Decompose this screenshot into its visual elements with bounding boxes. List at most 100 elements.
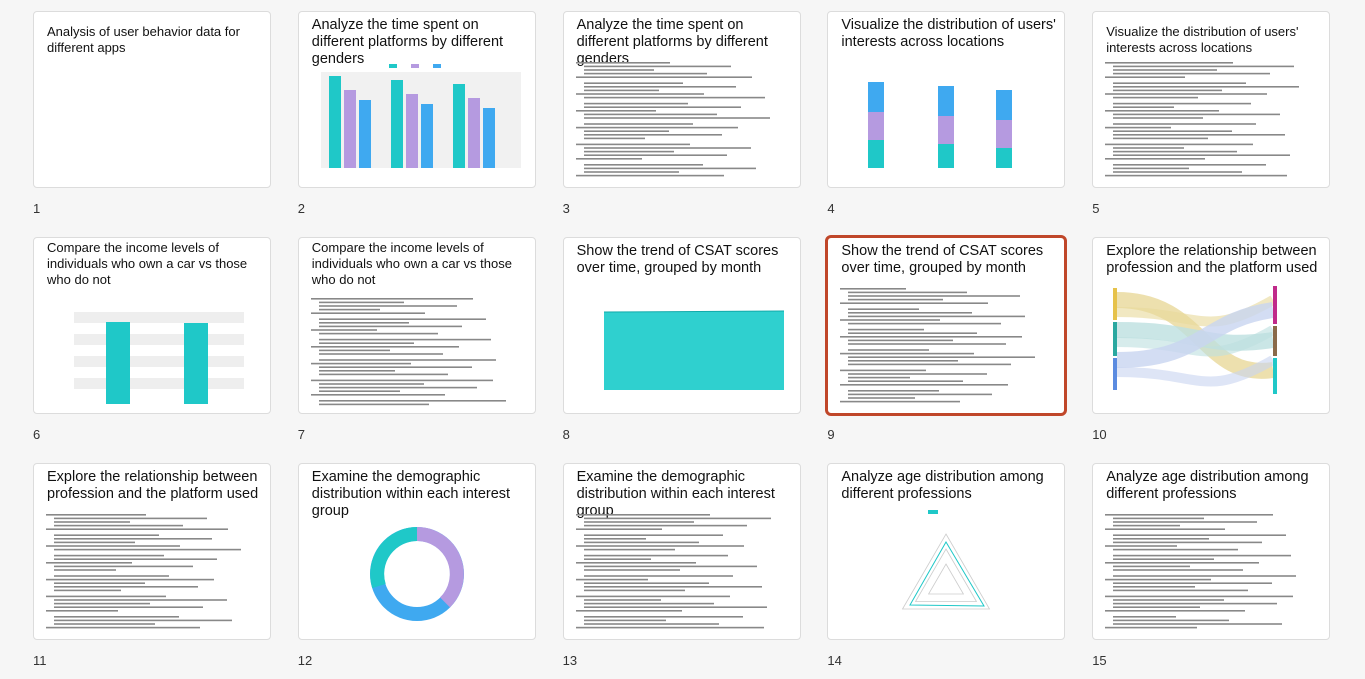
- slide-title: Compare the income levels of individuals…: [311, 240, 512, 287]
- slide-title: Show the trend of CSAT scores over time,…: [576, 243, 779, 276]
- decoration: [583, 623, 719, 625]
- decoration: [583, 619, 666, 622]
- slide-preview: [369, 527, 464, 621]
- decoration: [1117, 302, 1275, 368]
- slide-number: 11: [33, 653, 47, 668]
- slide-preview: [902, 510, 991, 610]
- decoration: [848, 291, 968, 294]
- slide-preview: [320, 64, 521, 168]
- slide-thumbnail[interactable]: Examine the demographic distribution wit…: [562, 463, 801, 640]
- decoration: [1113, 134, 1286, 136]
- decoration: [318, 353, 443, 355]
- decoration: [46, 578, 214, 581]
- decoration: [575, 545, 744, 547]
- slide-number: 4: [827, 201, 835, 216]
- decoration: [318, 338, 491, 341]
- decoration: [54, 534, 159, 536]
- slide-thumbnail[interactable]: Analyze age distribution among different…: [827, 463, 1066, 640]
- decoration: [318, 332, 438, 335]
- decoration: [583, 554, 728, 557]
- decoration: [583, 123, 693, 125]
- decoration: [388, 64, 397, 68]
- slide-preview: [868, 82, 1013, 168]
- decoration: [1113, 89, 1223, 92]
- slide-thumbnail[interactable]: Visualize the distribution of users' int…: [827, 11, 1066, 188]
- decoration: [583, 565, 757, 568]
- decoration: [583, 96, 765, 99]
- decoration: [583, 524, 747, 527]
- decoration: [583, 171, 679, 173]
- decoration: [1113, 72, 1271, 75]
- decoration: [848, 356, 1036, 358]
- slide-thumbnail[interactable]: Visualize the distribution of users' int…: [1092, 11, 1331, 188]
- decoration: [1105, 143, 1254, 146]
- decoration: [405, 94, 418, 168]
- decoration: [46, 610, 118, 612]
- decoration: [1113, 565, 1191, 568]
- decoration: [938, 144, 955, 168]
- decoration: [575, 76, 752, 78]
- slide-thumbnail[interactable]: Explore the relationship between profess…: [33, 463, 271, 640]
- decoration: [1105, 595, 1294, 598]
- decoration: [1113, 150, 1238, 153]
- slide-preview: [575, 514, 771, 629]
- decoration: [318, 301, 404, 304]
- decoration: [318, 366, 472, 368]
- decoration: [310, 379, 493, 382]
- decoration: [1113, 524, 1181, 527]
- decoration: [583, 113, 717, 116]
- decoration: [1113, 322, 1118, 356]
- decoration: [1113, 554, 1292, 557]
- decoration: [840, 319, 941, 321]
- decoration: [54, 517, 207, 520]
- slide-thumbnail[interactable]: Analyze the time spent on different plat…: [562, 11, 801, 188]
- decoration: [1113, 548, 1239, 551]
- decoration: [848, 295, 1021, 297]
- decoration: [1105, 626, 1198, 629]
- slide-thumbnail[interactable]: Examine the demographic distribution wit…: [297, 463, 536, 640]
- decoration: [1113, 82, 1247, 84]
- decoration: [1105, 562, 1260, 564]
- decoration: [390, 80, 403, 168]
- decoration: [848, 363, 1012, 366]
- decoration: [54, 589, 121, 592]
- decoration: [1113, 569, 1244, 571]
- decoration: [583, 130, 669, 132]
- decoration: [318, 403, 429, 406]
- decoration: [1105, 93, 1268, 95]
- slide-title: Visualize the distribution of users' int…: [841, 17, 1056, 50]
- decoration: [575, 174, 724, 177]
- decoration: [938, 86, 955, 116]
- decoration: [1105, 610, 1246, 612]
- slide-thumbnail[interactable]: Compare the income levels of individuals…: [297, 237, 536, 414]
- decoration: [1113, 96, 1199, 99]
- slide-preview: [840, 288, 1036, 403]
- decoration: [74, 378, 244, 389]
- decoration: [1113, 358, 1118, 390]
- slide-thumbnail[interactable]: Explore the relationship between profess…: [1092, 237, 1331, 414]
- decoration: [848, 397, 916, 399]
- decoration: [575, 514, 710, 516]
- decoration: [358, 100, 371, 168]
- slide-thumbnail[interactable]: Show the trend of CSAT scores over time,…: [825, 235, 1068, 416]
- slide-preview: [1113, 286, 1278, 394]
- decoration: [848, 332, 978, 334]
- decoration: [1105, 174, 1288, 177]
- decoration: [1113, 582, 1273, 584]
- slide-thumbnail[interactable]: Compare the income levels of individuals…: [33, 237, 271, 414]
- decoration: [848, 390, 940, 392]
- decoration: [938, 116, 955, 144]
- decoration: [46, 626, 200, 629]
- slide-thumbnail[interactable]: Analyze the time spent on different plat…: [297, 11, 536, 188]
- slide-thumbnail[interactable]: Show the trend of CSAT scores over time,…: [562, 237, 801, 414]
- slide-thumbnail[interactable]: Analyze age distribution among different…: [1092, 463, 1331, 640]
- slide-number: 13: [562, 653, 578, 668]
- decoration: [583, 548, 675, 551]
- decoration: [410, 64, 419, 68]
- decoration: [318, 359, 496, 361]
- decoration: [583, 89, 659, 92]
- decoration: [848, 308, 920, 310]
- decoration: [1113, 113, 1281, 116]
- decoration: [54, 619, 232, 622]
- slide-thumbnail[interactable]: Analysis of user behavior data for diffe…: [33, 11, 271, 188]
